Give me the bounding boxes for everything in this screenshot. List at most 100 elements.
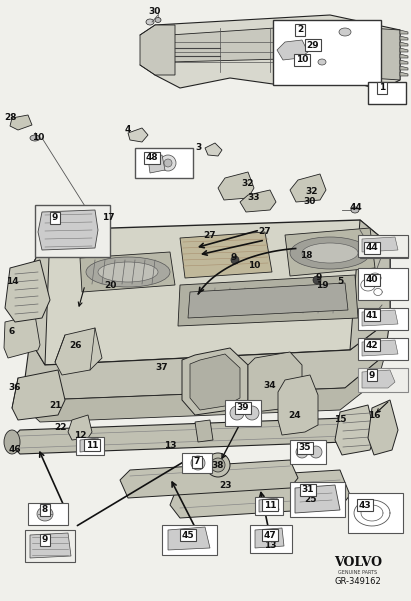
- Text: 41: 41: [366, 311, 378, 320]
- Ellipse shape: [245, 406, 259, 420]
- Bar: [348, 493, 403, 533]
- Bar: [358, 268, 408, 300]
- Ellipse shape: [302, 243, 358, 263]
- Text: 14: 14: [6, 278, 18, 287]
- Bar: [255, 497, 283, 515]
- Polygon shape: [368, 400, 398, 455]
- Polygon shape: [362, 370, 395, 388]
- Text: 19: 19: [316, 281, 328, 290]
- Polygon shape: [277, 40, 308, 60]
- Polygon shape: [140, 25, 175, 75]
- Text: 37: 37: [156, 364, 169, 373]
- Text: 7: 7: [194, 457, 200, 466]
- Ellipse shape: [206, 453, 230, 477]
- Text: 20: 20: [104, 281, 116, 290]
- Text: 36: 36: [9, 383, 21, 392]
- Bar: [358, 308, 408, 330]
- Bar: [358, 338, 408, 360]
- Text: 38: 38: [212, 460, 224, 469]
- Ellipse shape: [191, 456, 205, 470]
- Text: 42: 42: [366, 341, 378, 350]
- Polygon shape: [38, 210, 98, 250]
- Text: 24: 24: [289, 410, 301, 419]
- Text: 32: 32: [242, 178, 254, 188]
- Text: 18: 18: [300, 251, 312, 260]
- Polygon shape: [190, 354, 240, 410]
- Text: 11: 11: [86, 441, 98, 450]
- Ellipse shape: [211, 458, 225, 472]
- Text: GR-349162: GR-349162: [335, 576, 381, 585]
- Bar: [182, 453, 212, 473]
- Text: 34: 34: [264, 380, 276, 389]
- Polygon shape: [5, 260, 50, 322]
- Text: 45: 45: [182, 531, 194, 540]
- Polygon shape: [182, 348, 248, 415]
- Polygon shape: [55, 328, 102, 375]
- Bar: [368, 82, 406, 104]
- Polygon shape: [80, 438, 100, 452]
- Polygon shape: [170, 25, 385, 65]
- Text: 9: 9: [52, 213, 58, 222]
- Ellipse shape: [98, 262, 158, 282]
- Text: 9: 9: [316, 273, 322, 282]
- Text: GENUINE PARTS: GENUINE PARTS: [338, 570, 378, 575]
- Ellipse shape: [313, 276, 321, 284]
- Polygon shape: [168, 527, 210, 550]
- Text: 10: 10: [32, 133, 44, 142]
- Text: 11: 11: [264, 501, 276, 510]
- Polygon shape: [362, 340, 398, 356]
- Bar: [273, 20, 381, 85]
- Text: 46: 46: [9, 445, 21, 454]
- Text: 48: 48: [145, 153, 158, 162]
- Text: 21: 21: [49, 400, 61, 409]
- Text: 33: 33: [248, 194, 260, 203]
- Polygon shape: [155, 15, 400, 90]
- Polygon shape: [400, 42, 408, 46]
- Ellipse shape: [155, 17, 161, 22]
- Polygon shape: [8, 418, 358, 454]
- Text: 1: 1: [379, 84, 385, 93]
- Text: 27: 27: [204, 231, 216, 240]
- Bar: [358, 235, 408, 257]
- Polygon shape: [148, 155, 165, 173]
- Ellipse shape: [296, 446, 308, 458]
- Polygon shape: [400, 72, 408, 76]
- Polygon shape: [180, 232, 272, 278]
- Ellipse shape: [339, 28, 351, 36]
- Ellipse shape: [231, 256, 239, 264]
- Polygon shape: [80, 252, 175, 292]
- Text: 39: 39: [237, 403, 249, 412]
- Ellipse shape: [146, 19, 154, 25]
- Text: 8: 8: [42, 505, 48, 514]
- Polygon shape: [400, 30, 408, 34]
- Polygon shape: [362, 237, 398, 252]
- Polygon shape: [295, 485, 340, 513]
- Polygon shape: [248, 352, 302, 412]
- Polygon shape: [205, 143, 222, 156]
- Text: 2: 2: [297, 25, 303, 34]
- Polygon shape: [30, 220, 390, 365]
- Text: 40: 40: [366, 275, 378, 284]
- Text: 35: 35: [299, 444, 311, 453]
- Polygon shape: [400, 48, 408, 52]
- Polygon shape: [4, 315, 40, 358]
- Ellipse shape: [351, 207, 359, 213]
- Polygon shape: [285, 228, 375, 276]
- Polygon shape: [218, 172, 254, 200]
- Text: 9: 9: [231, 254, 237, 263]
- Text: 13: 13: [164, 441, 176, 450]
- Text: 31: 31: [302, 486, 314, 495]
- Polygon shape: [30, 533, 71, 558]
- Bar: [358, 368, 408, 392]
- Text: 16: 16: [368, 410, 380, 419]
- Text: 9: 9: [369, 370, 375, 379]
- Bar: [135, 148, 193, 178]
- Polygon shape: [22, 355, 385, 422]
- Text: 47: 47: [263, 531, 276, 540]
- Bar: [76, 437, 104, 455]
- Polygon shape: [370, 28, 400, 80]
- Text: 9: 9: [42, 535, 48, 545]
- Polygon shape: [195, 420, 213, 442]
- Polygon shape: [400, 60, 408, 64]
- Text: 44: 44: [366, 243, 379, 252]
